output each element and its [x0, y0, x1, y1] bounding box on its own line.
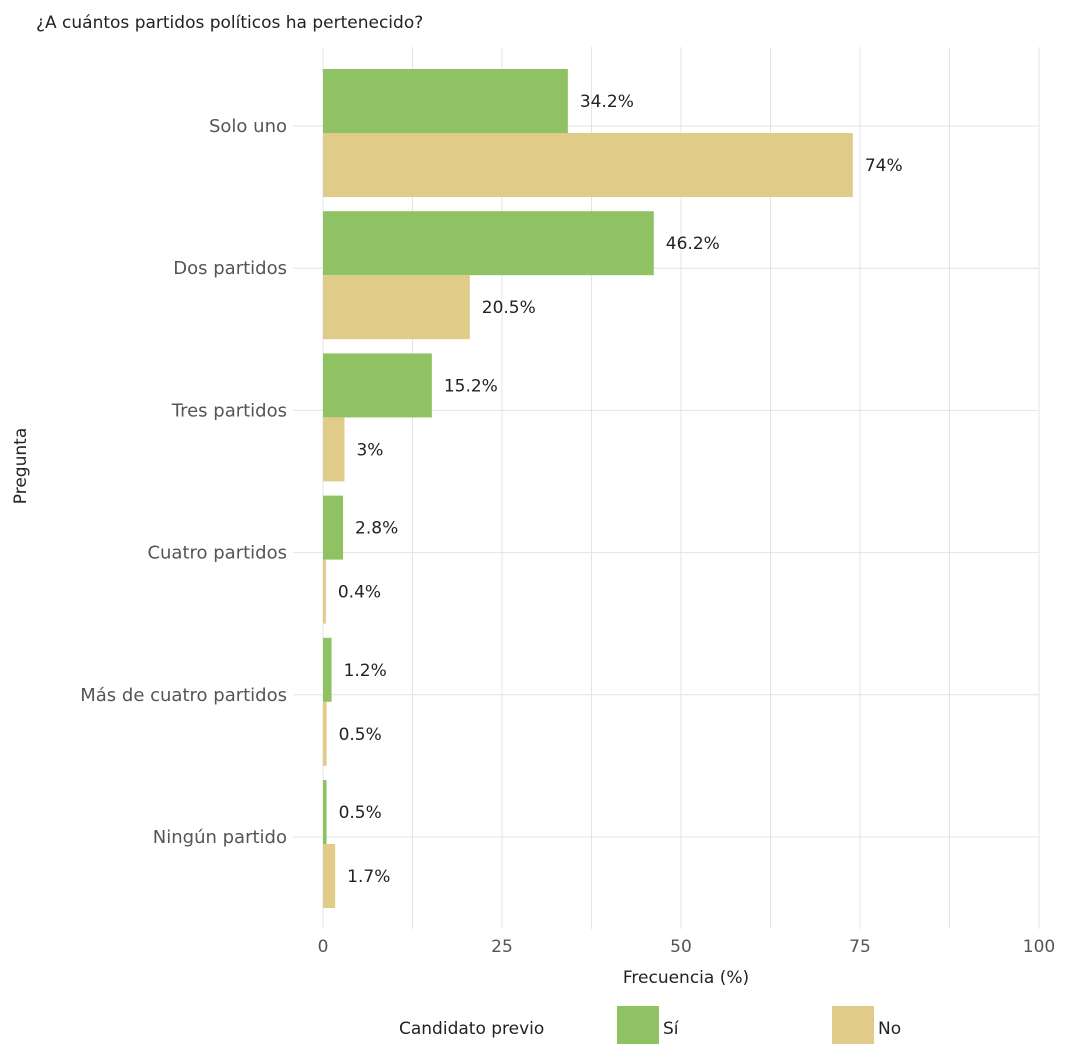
bar	[323, 637, 332, 702]
bar	[323, 417, 345, 482]
category-label: Dos partidos	[173, 258, 287, 279]
x-tick-label: 100	[1023, 937, 1055, 957]
legend-title: Candidato previo	[399, 1019, 544, 1039]
bar	[323, 211, 654, 276]
bar	[323, 69, 568, 133]
x-axis-title: Frecuencia (%)	[623, 968, 749, 988]
bar	[323, 275, 470, 340]
x-tick-labels: 0 25 50 75 100	[318, 937, 1056, 957]
data-label: 20.5%	[482, 298, 536, 318]
data-label: 0.4%	[338, 583, 381, 603]
legend-label: Sí	[663, 1019, 680, 1039]
y-axis-title: Pregunta	[11, 428, 31, 504]
bars: 34.2% 74% 46.2% 20.5% 15.2% 3% 2.8% 0.4% 1.2% 0.5…	[323, 69, 903, 908]
data-label: 0.5%	[339, 803, 382, 823]
x-tick-label: 50	[670, 937, 692, 957]
data-label: 3%	[356, 440, 383, 460]
data-label: 0.5%	[339, 725, 382, 745]
bar	[323, 495, 344, 560]
legend-swatch	[832, 1006, 874, 1044]
data-label: 2.8%	[355, 519, 398, 539]
bar	[323, 559, 326, 624]
x-tick-label: 0	[318, 937, 329, 957]
category-label: Tres partidos	[171, 400, 287, 421]
category-label: Ningún partido	[153, 827, 287, 848]
data-label: 1.2%	[344, 661, 387, 681]
data-label: 15.2%	[444, 376, 498, 396]
category-label: Solo uno	[209, 116, 287, 137]
x-tick-label: 25	[491, 937, 513, 957]
bar	[323, 844, 336, 908]
category-label: Más de cuatro partidos	[80, 685, 287, 706]
data-label: 34.2%	[580, 92, 634, 112]
data-label: 46.2%	[666, 234, 720, 254]
bar	[323, 353, 432, 418]
category-label: Cuatro partidos	[147, 543, 287, 564]
bar	[323, 701, 327, 766]
bar	[323, 780, 327, 844]
legend-label: No	[878, 1019, 901, 1039]
legend-swatch	[617, 1006, 659, 1044]
chart-title: ¿A cuántos partidos políticos ha pertene…	[36, 13, 423, 33]
legend: Candidato previo Sí No	[399, 1006, 901, 1044]
x-tick-label: 75	[849, 937, 871, 957]
data-label: 74%	[865, 156, 903, 176]
category-labels: Solo uno Dos partidos Tres partidos Cuatro …	[80, 116, 287, 848]
data-label: 1.7%	[347, 867, 390, 887]
bar	[323, 133, 853, 197]
